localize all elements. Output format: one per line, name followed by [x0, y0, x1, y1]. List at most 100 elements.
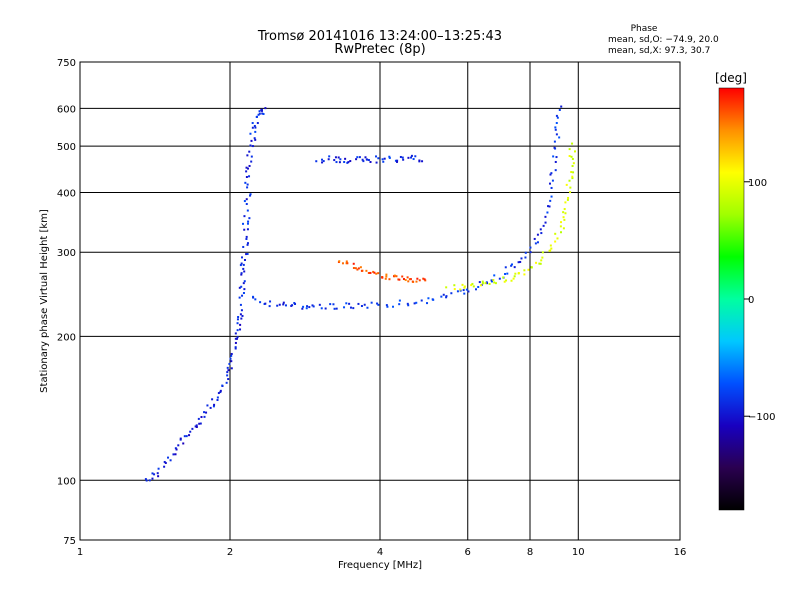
data-point — [369, 271, 372, 274]
data-point — [249, 194, 252, 197]
data-point — [301, 307, 304, 310]
data-point — [226, 371, 229, 374]
data-point — [367, 159, 370, 162]
data-point — [554, 128, 557, 131]
data-point — [293, 301, 296, 304]
data-point — [230, 360, 233, 363]
data-point — [312, 305, 315, 308]
data-point — [402, 158, 405, 161]
data-point — [398, 278, 401, 281]
data-point — [418, 159, 421, 162]
data-point — [523, 269, 526, 272]
data-point — [498, 277, 501, 280]
data-point — [426, 302, 429, 305]
data-point — [352, 262, 355, 265]
data-point — [183, 435, 186, 438]
data-point — [245, 203, 248, 206]
data-point — [470, 284, 473, 287]
data-point — [388, 155, 391, 158]
data-point — [197, 417, 200, 420]
data-point — [398, 299, 401, 302]
data-point — [463, 292, 466, 295]
y-tick-label: 500 — [57, 142, 76, 153]
data-point — [571, 142, 574, 145]
data-point — [174, 453, 177, 456]
data-point — [335, 307, 338, 310]
data-point — [396, 159, 399, 162]
data-point — [549, 244, 552, 247]
data-point — [182, 442, 185, 445]
data-point — [245, 176, 248, 179]
data-point — [463, 286, 466, 289]
data-point — [554, 232, 557, 235]
data-point — [238, 286, 241, 289]
data-point — [375, 272, 378, 275]
data-point — [258, 112, 261, 115]
data-point — [250, 155, 253, 158]
data-point — [327, 158, 330, 161]
data-point — [329, 303, 332, 306]
data-point — [249, 193, 252, 196]
data-point — [406, 302, 409, 305]
data-point — [228, 362, 231, 365]
data-point — [251, 122, 254, 125]
data-point — [541, 256, 544, 259]
data-point — [462, 289, 465, 292]
data-point — [459, 289, 462, 292]
data-point — [539, 262, 542, 265]
data-point — [555, 114, 558, 117]
data-point — [442, 293, 445, 296]
data-point — [424, 279, 427, 282]
data-point — [240, 262, 243, 265]
data-point — [248, 175, 251, 178]
data-point — [246, 252, 249, 255]
x-axis-label: Frequency [MHz] — [338, 560, 422, 571]
data-point — [144, 478, 147, 481]
data-point — [229, 357, 232, 360]
data-point — [262, 113, 265, 116]
data-point — [538, 262, 541, 265]
data-point — [205, 411, 208, 414]
data-point — [219, 389, 222, 392]
data-point — [227, 378, 230, 381]
data-point — [243, 228, 246, 231]
data-point — [252, 296, 255, 299]
data-point — [243, 258, 246, 261]
data-point — [278, 303, 281, 306]
data-point — [519, 260, 522, 263]
data-point — [465, 288, 468, 291]
data-point — [361, 269, 364, 272]
data-point — [234, 341, 237, 344]
data-point — [493, 281, 496, 284]
data-point — [200, 416, 203, 419]
data-point — [560, 105, 563, 108]
data-point — [345, 260, 348, 263]
data-point — [240, 272, 243, 275]
data-point — [573, 150, 576, 153]
data-point — [477, 286, 480, 289]
data-point — [346, 161, 349, 164]
data-point — [245, 170, 248, 173]
data-point — [324, 307, 327, 310]
data-point — [352, 267, 355, 270]
data-point — [248, 150, 251, 153]
data-point — [328, 155, 331, 158]
colorbar-tick-label: 100 — [748, 178, 767, 189]
data-point — [510, 263, 513, 266]
data-point — [481, 280, 484, 283]
data-point — [416, 277, 419, 280]
data-point — [407, 156, 410, 159]
y-tick-label: 750 — [57, 58, 76, 69]
data-point — [535, 261, 538, 264]
phase-stats-x: mean, sd,X: 97.3, 30.7 — [608, 46, 710, 56]
data-point — [234, 337, 237, 340]
data-point — [555, 156, 558, 159]
data-point — [492, 279, 495, 282]
data-point — [248, 164, 251, 167]
data-point — [415, 301, 418, 304]
data-point — [564, 212, 567, 215]
data-point — [341, 262, 344, 265]
data-point — [250, 139, 253, 142]
data-point — [571, 177, 574, 180]
data-point — [246, 242, 249, 245]
